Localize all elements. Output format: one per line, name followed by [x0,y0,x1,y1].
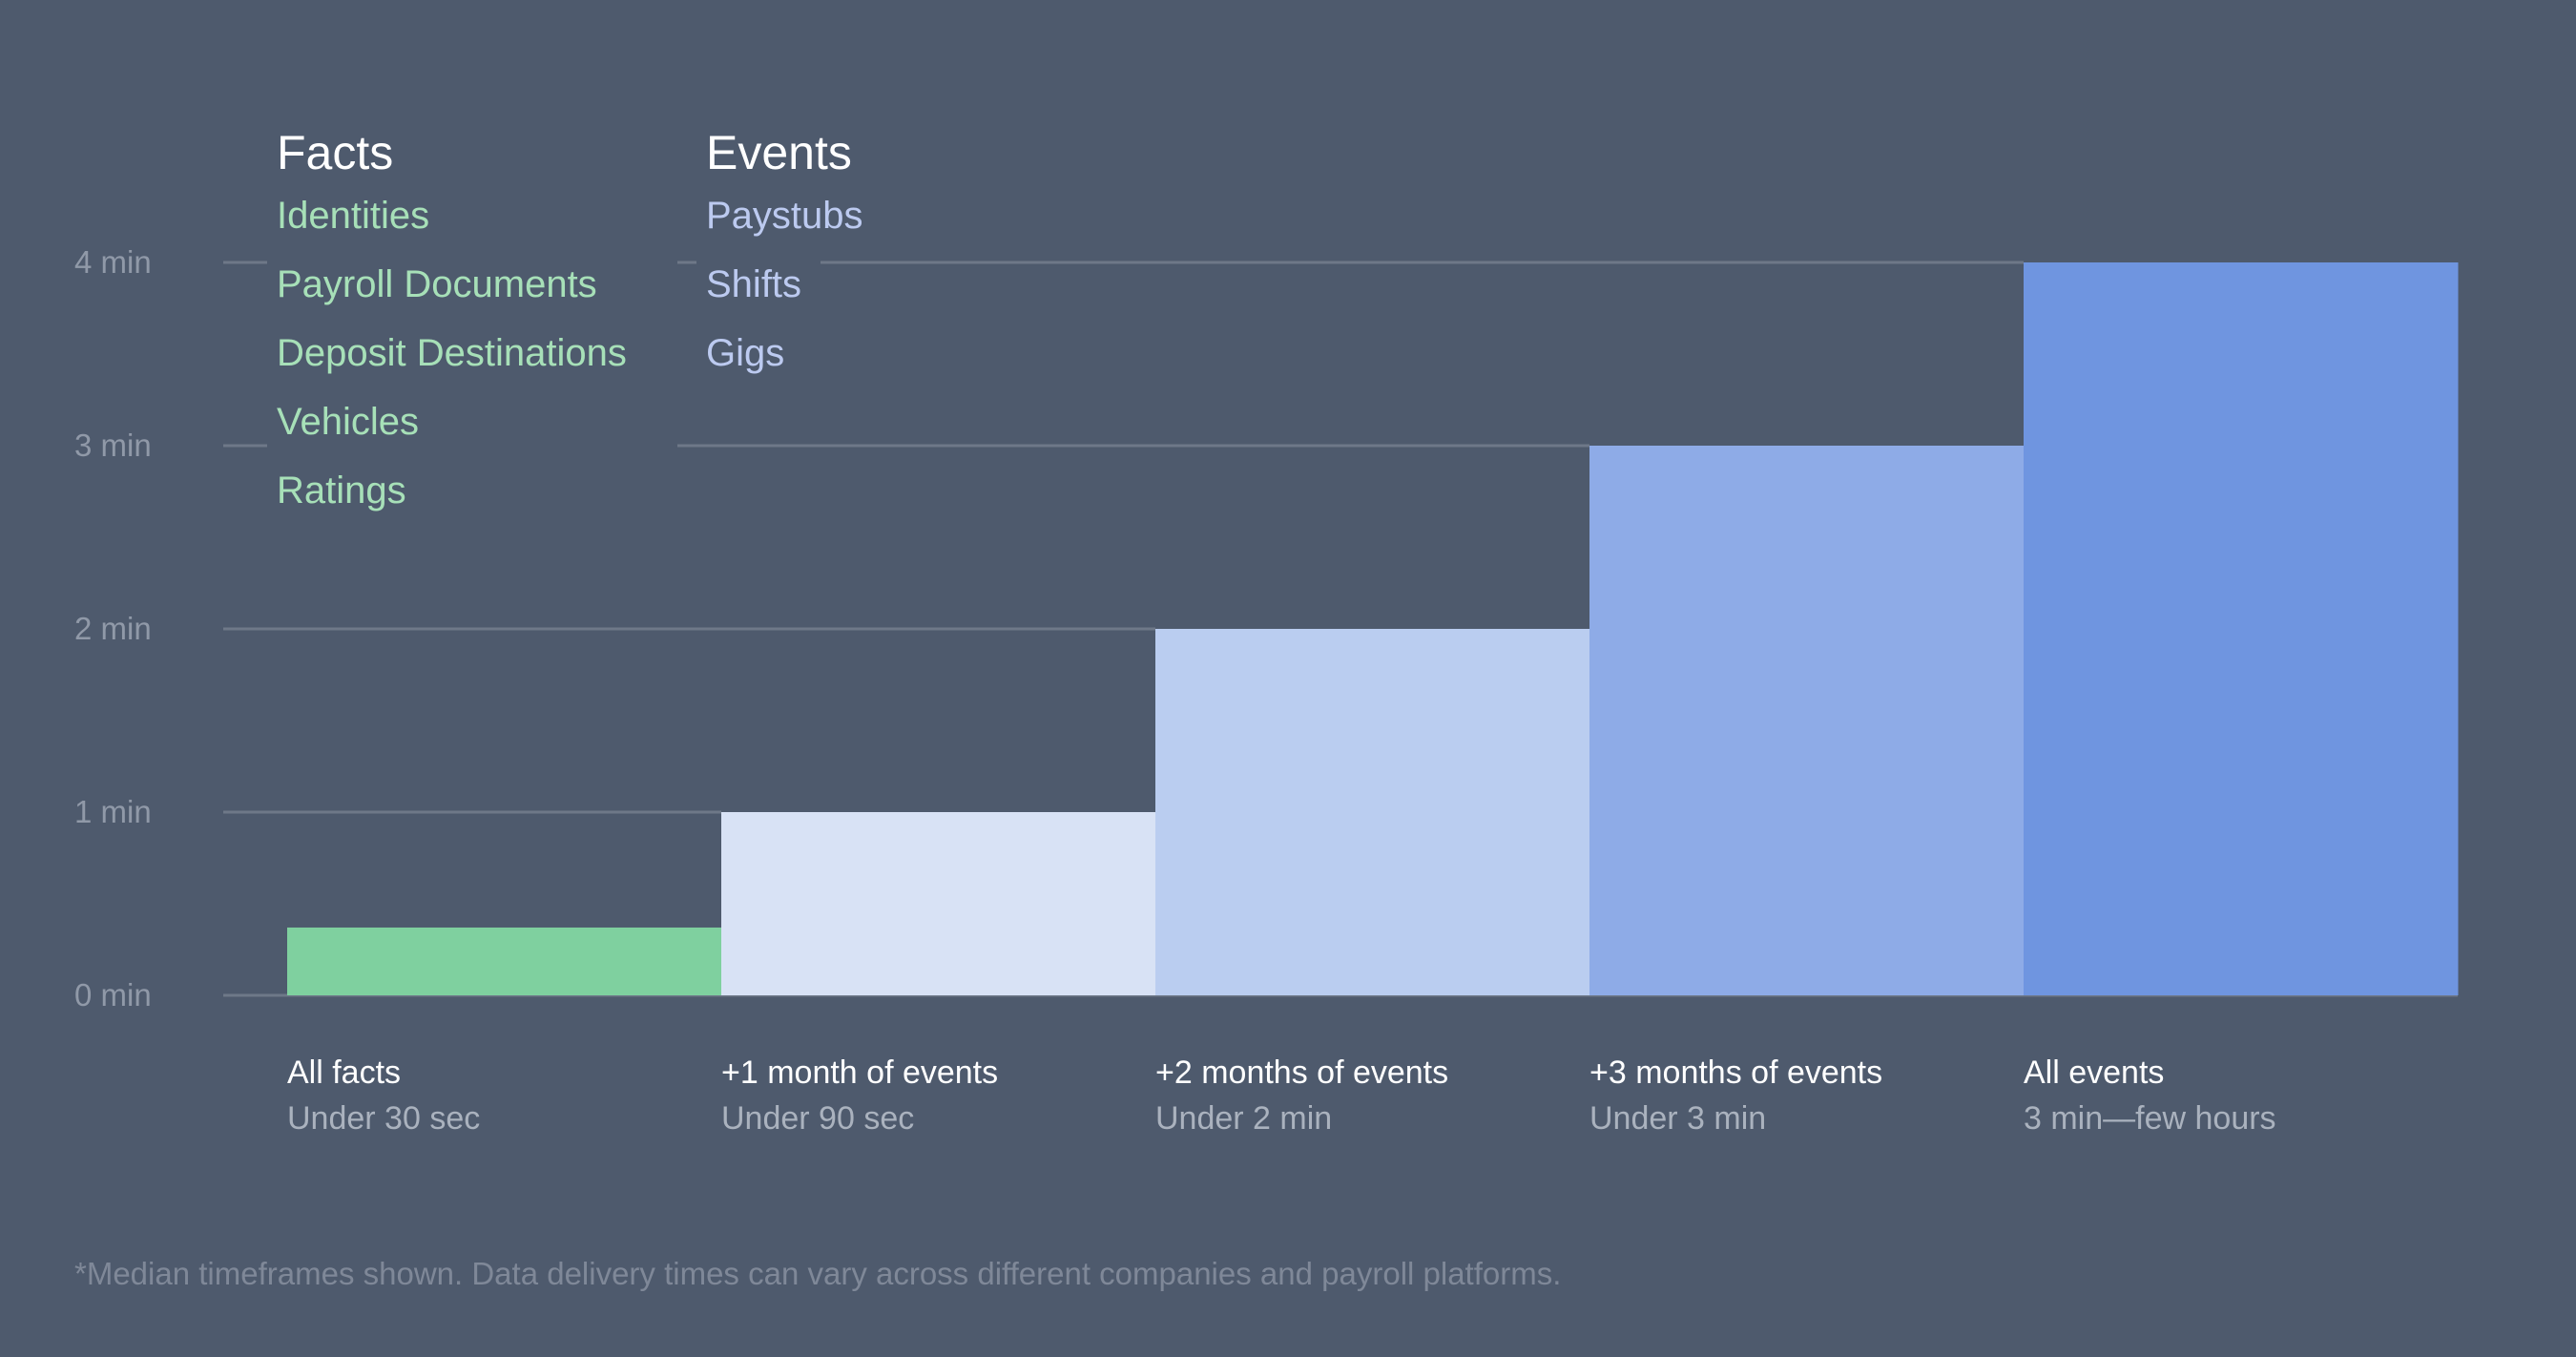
category-timeframe: Under 90 sec [721,1100,915,1137]
category-timeframe: Under 30 sec [287,1100,481,1137]
legend-facts: Facts Identities Payroll Documents Depos… [267,124,677,525]
y-tick-label: 1 min [74,794,152,829]
category-title: All events [2024,1054,2165,1091]
category-title: +1 month of events [721,1054,999,1091]
legend-item: Shifts [696,250,821,319]
bar [1155,629,1590,995]
legend-item: Payroll Documents [277,263,597,305]
category-timeframe: Under 3 min [1589,1100,1767,1137]
footnote: *Median timeframes shown. Data delivery … [74,1256,1562,1291]
legend-events: Events Paystubs Shifts Gigs [696,124,883,387]
y-tick-label: 4 min [74,244,152,280]
category-title: +2 months of events [1155,1054,1449,1091]
category-label: +3 months of events Under 3 min [1589,1050,1882,1141]
y-tick-label: 2 min [74,611,152,646]
category-title: +3 months of events [1589,1054,1883,1091]
category-title: All facts [287,1054,402,1091]
bar [287,927,722,995]
legend-item: Vehicles [277,401,419,443]
legend-events-title: Events [706,124,883,181]
legend-item: Gigs [696,319,804,387]
legend-item: Deposit Destinations [277,332,627,374]
category-label: +1 month of events Under 90 sec [721,1050,998,1141]
category-label: +2 months of events Under 2 min [1155,1050,1448,1141]
y-tick-label: 0 min [74,977,152,1013]
legend-item: Ratings [277,470,406,511]
y-tick-label: 3 min [74,428,152,463]
bar [721,812,1156,995]
legend-facts-title: Facts [277,126,394,179]
category-label: All facts Under 30 sec [287,1050,480,1141]
bar [2024,262,2459,995]
category-label: All events 3 min—few hours [2024,1050,2276,1141]
category-timeframe: Under 2 min [1155,1100,1333,1137]
legend-item: Paystubs [696,181,883,250]
category-timeframe: 3 min—few hours [2024,1100,2276,1137]
legend-item: Identities [277,195,430,237]
bar [1589,446,2025,995]
